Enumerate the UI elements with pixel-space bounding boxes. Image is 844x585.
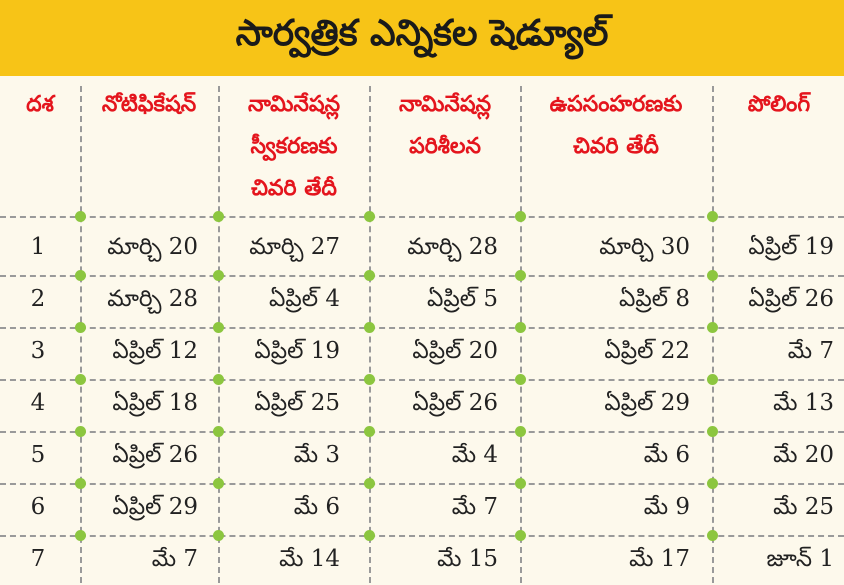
header-phase: దశ (26, 92, 54, 117)
column-divider (80, 86, 82, 583)
cell-polling: మే 7 (787, 338, 834, 364)
grid-dot (75, 426, 86, 437)
cell-nomination-last-date: మార్చి 27 (249, 234, 340, 260)
cell-notification: ఏప్రిల్ 26 (112, 442, 198, 468)
cell-polling: ఏప్రిల్ 19 (748, 234, 834, 260)
row-divider (0, 275, 844, 277)
cell-polling: మే 13 (773, 390, 834, 416)
cell-nomination-last-date: మే 14 (279, 546, 340, 572)
grid-dot (75, 374, 86, 385)
header-withdrawal-last-date: ఉపసంహరణకు చివరి తేదీ (549, 92, 683, 159)
header-notification: నోటిఫికేషన్ (101, 92, 197, 117)
cell-notification: మార్చి 28 (107, 286, 198, 312)
cell-polling: జూన్ 1 (766, 546, 834, 572)
cell-scrutiny: ఏప్రిల్ 5 (427, 286, 498, 312)
grid-dot (515, 530, 526, 541)
cell-withdrawal-last-date: ఏప్రిల్ 22 (604, 338, 690, 364)
grid-dot (515, 270, 526, 281)
grid-dot (707, 374, 718, 385)
grid-dot (364, 426, 375, 437)
cell-polling: మే 20 (773, 442, 834, 468)
cell-scrutiny: మార్చి 28 (407, 234, 498, 260)
cell-nomination-last-date: మే 6 (293, 494, 340, 520)
header-polling: పోలింగ్ (747, 92, 811, 117)
cell-phase: 7 (30, 546, 46, 572)
cell-notification: మే 7 (151, 546, 198, 572)
cell-phase: 2 (30, 286, 46, 312)
column-divider (520, 86, 522, 583)
column-divider (218, 86, 220, 583)
column-divider (712, 86, 714, 583)
cell-polling: ఏప్రిల్ 26 (748, 286, 834, 312)
grid-dot (75, 322, 86, 333)
grid-dot (213, 530, 224, 541)
grid-dot (213, 426, 224, 437)
cell-scrutiny: మే 15 (437, 546, 498, 572)
cell-notification: ఏప్రిల్ 29 (112, 494, 198, 520)
grid-dot (707, 426, 718, 437)
header-nomination-last-date: నామినేషన్ల స్వీకరణకు చివరి తేదీ (247, 92, 341, 201)
grid-dot (364, 530, 375, 541)
grid-dot (707, 322, 718, 333)
cell-withdrawal-last-date: ఏప్రిల్ 8 (619, 286, 690, 312)
cell-notification: ఏప్రిల్ 18 (112, 390, 198, 416)
cell-phase: 4 (30, 390, 46, 416)
grid-dot (213, 478, 224, 489)
grid-dot (364, 374, 375, 385)
cell-withdrawal-last-date: మే 17 (629, 546, 690, 572)
row-divider (0, 216, 844, 218)
grid-dot (707, 211, 718, 222)
cell-nomination-last-date: ఏప్రిల్ 4 (269, 286, 340, 312)
row-divider (0, 483, 844, 485)
grid-dot (364, 478, 375, 489)
grid-dot (707, 478, 718, 489)
cell-withdrawal-last-date: ఏప్రిల్ 29 (604, 390, 690, 416)
grid-dot (707, 530, 718, 541)
cell-notification: మార్చి 20 (107, 234, 198, 260)
cell-polling: మే 25 (773, 494, 834, 520)
cell-withdrawal-last-date: మే 9 (643, 494, 690, 520)
grid-dot (515, 211, 526, 222)
cell-scrutiny: మే 7 (451, 494, 498, 520)
column-divider (369, 86, 371, 583)
row-divider (0, 327, 844, 329)
grid-dot (364, 270, 375, 281)
page-title: సార్వత్రిక ఎన్నికల షెడ్యూల్ (235, 13, 609, 54)
grid-dot (75, 478, 86, 489)
grid-dot (707, 270, 718, 281)
row-divider (0, 379, 844, 381)
cell-nomination-last-date: ఏప్రిల్ 25 (254, 390, 340, 416)
cell-nomination-last-date: ఏప్రిల్ 19 (254, 338, 340, 364)
grid-dot (75, 270, 86, 281)
grid-dot (75, 530, 86, 541)
grid-dot (515, 426, 526, 437)
row-divider (0, 535, 844, 537)
cell-phase: 6 (30, 494, 46, 520)
cell-scrutiny: ఏప్రిల్ 20 (412, 338, 498, 364)
cell-scrutiny: మే 4 (451, 442, 498, 468)
grid-dot (364, 211, 375, 222)
cell-withdrawal-last-date: మార్చి 30 (599, 234, 690, 260)
cell-phase: 5 (30, 442, 46, 468)
header-scrutiny: నామినేషన్ల పరిశీలన (398, 92, 492, 159)
row-divider (0, 431, 844, 433)
cell-scrutiny: ఏప్రిల్ 26 (412, 390, 498, 416)
grid-dot (213, 270, 224, 281)
cell-withdrawal-last-date: మే 6 (643, 442, 690, 468)
grid-dot (515, 374, 526, 385)
cell-notification: ఏప్రిల్ 12 (112, 338, 198, 364)
grid-dot (213, 322, 224, 333)
grid-dot (364, 322, 375, 333)
grid-dot (515, 478, 526, 489)
grid-dot (213, 374, 224, 385)
grid-dot (213, 211, 224, 222)
title-banner: సార్వత్రిక ఎన్నికల షెడ్యూల్ (0, 0, 844, 76)
cell-phase: 1 (30, 234, 46, 260)
grid-dot (75, 211, 86, 222)
grid-dot (515, 322, 526, 333)
cell-nomination-last-date: మే 3 (293, 442, 340, 468)
cell-phase: 3 (30, 338, 46, 364)
